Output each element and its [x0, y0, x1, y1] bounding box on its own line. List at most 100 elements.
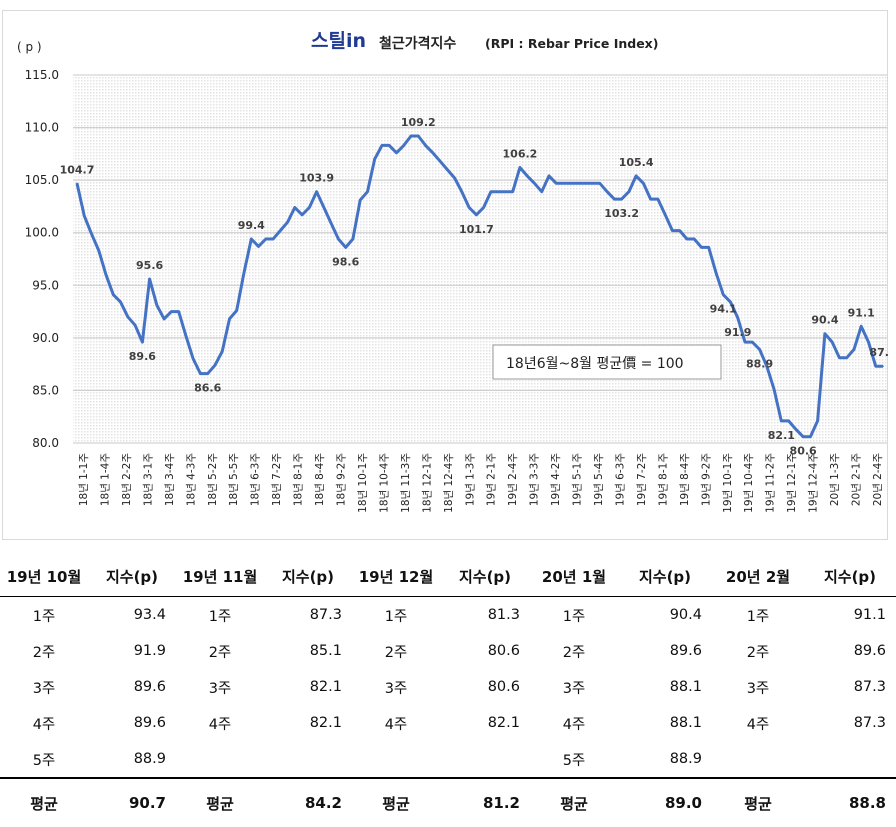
- index-value-cell: 82.1: [487, 715, 520, 731]
- data-point: [475, 214, 478, 216]
- index-value-cell: 88.1: [669, 679, 702, 695]
- data-point: [148, 278, 151, 280]
- index-value-cell: 82.1: [309, 679, 342, 695]
- x-tick-label: 20년 1-3주: [829, 453, 841, 507]
- data-point: [439, 160, 441, 163]
- data-point: [845, 357, 848, 359]
- data-point: [729, 301, 732, 303]
- data-point: [838, 357, 841, 359]
- data-point: [548, 175, 550, 177]
- data-point: [141, 341, 144, 343]
- data-label: 89.6: [129, 350, 156, 363]
- data-point: [497, 190, 499, 193]
- data-point: [693, 238, 696, 240]
- legend-annotation: 18년6월~8월 평균價 = 100: [492, 344, 722, 380]
- data-point: [279, 229, 282, 232]
- data-point: [119, 301, 122, 303]
- brand-logo: 스틸in: [311, 30, 366, 52]
- index-value-cell: 87.3: [853, 679, 886, 695]
- table-row: 4주 89.6 4주 82.1 4주 82.1 4주 88.1 4주 87.3: [0, 705, 896, 741]
- week-cell: 1주: [746, 608, 770, 625]
- data-point: [221, 350, 224, 353]
- week-cell: 4주: [384, 716, 408, 733]
- x-tick-label: 19년 7-2주: [636, 453, 648, 507]
- data-point: [620, 198, 623, 200]
- data-point: [388, 144, 391, 147]
- chart-title-suffix: (RPI : Rebar Price Index): [485, 36, 658, 51]
- table-row: 5주 88.9 5주 88.9: [0, 741, 896, 778]
- data-point: [461, 190, 463, 193]
- data-point: [410, 135, 412, 137]
- week-cell: 1주: [384, 608, 408, 625]
- data-point: [468, 206, 470, 209]
- data-point: [83, 215, 86, 217]
- data-point: [402, 144, 405, 147]
- data-label: 91.9: [724, 326, 751, 339]
- x-tick-label: 18년 11-3주: [400, 453, 412, 513]
- data-point: [664, 214, 666, 216]
- data-point: [569, 182, 572, 185]
- data-point: [344, 246, 347, 249]
- data-point: [112, 293, 115, 296]
- data-point: [795, 428, 797, 431]
- data-point: [678, 229, 681, 232]
- data-label: 101.7: [459, 223, 494, 236]
- week-cell: [176, 741, 264, 778]
- month-header: 20년 2월: [712, 556, 804, 597]
- data-point: [381, 144, 383, 147]
- week-cell: 2주: [384, 644, 408, 661]
- index-value-cell: 91.1: [853, 607, 886, 623]
- average-label: 평균: [176, 777, 264, 827]
- data-point: [323, 206, 325, 209]
- x-tick-label: 20년 2-1주: [851, 453, 863, 507]
- x-tick-label: 19년 5-1주: [572, 453, 584, 507]
- x-tick-label: 18년 4-3주: [185, 453, 197, 507]
- y-tick-label: 80.0: [32, 436, 59, 450]
- monthly-index-table: 19년 10월 지수(p) 19년 11월 지수(p) 19년 12월 지수(p…: [0, 556, 896, 827]
- data-point: [156, 304, 158, 307]
- x-tick-label: 18년 12-1주: [421, 453, 433, 513]
- week-cell: 3주: [208, 680, 232, 697]
- x-tick-label: 18년 10-4주: [378, 453, 390, 513]
- index-value-cell: 87.3: [853, 715, 886, 731]
- x-tick-label: 19년 11-2주: [765, 453, 777, 513]
- month-header: 19년 10월: [0, 556, 88, 597]
- week-cell: 2주: [562, 644, 586, 661]
- data-point: [722, 293, 725, 296]
- x-tick-label: 19년 2-1주: [486, 453, 498, 507]
- x-tick-label: 18년 8-4주: [314, 453, 326, 507]
- data-point: [76, 182, 78, 185]
- data-point: [707, 246, 710, 249]
- value-header: 지수(p): [804, 556, 896, 597]
- data-point: [424, 144, 427, 147]
- data-label: 99.4: [238, 219, 265, 232]
- data-label: 80.6: [790, 445, 817, 458]
- data-point: [831, 341, 833, 343]
- data-point: [715, 271, 717, 274]
- data-point: [286, 221, 289, 223]
- x-tick-label: 18년 6-3주: [250, 453, 262, 507]
- x-tick-label: 19년 6-3주: [614, 453, 626, 507]
- data-point: [809, 435, 812, 438]
- x-tick-label: 18년 2-2주: [121, 453, 133, 507]
- week-cell: 3주: [746, 680, 770, 697]
- data-point: [802, 435, 804, 438]
- data-label: 94.1: [710, 303, 737, 316]
- data-point: [192, 358, 194, 360]
- data-point: [235, 309, 238, 312]
- data-point: [417, 135, 420, 137]
- data-point: [577, 182, 579, 185]
- annotation-box: [492, 344, 722, 380]
- x-tick-label: 19년 4-2주: [550, 453, 562, 507]
- index-value-cell: [440, 741, 530, 778]
- average-label: 평균: [712, 777, 804, 827]
- data-point: [206, 372, 209, 375]
- value-header: 지수(p): [618, 556, 712, 597]
- week-cell: 2주: [208, 644, 232, 661]
- week-cell: 4주: [746, 716, 770, 733]
- week-cell: 5주: [562, 752, 586, 769]
- annotation-text: 18년6월~8월 평균價 = 100: [506, 355, 684, 372]
- data-point: [214, 364, 216, 366]
- average-label: 평균: [352, 777, 440, 827]
- x-axis-ticks: 18년 1-1주 18년 1-4주 18년 2-2주 18년 3-1주 18년 3-4주…: [78, 453, 884, 513]
